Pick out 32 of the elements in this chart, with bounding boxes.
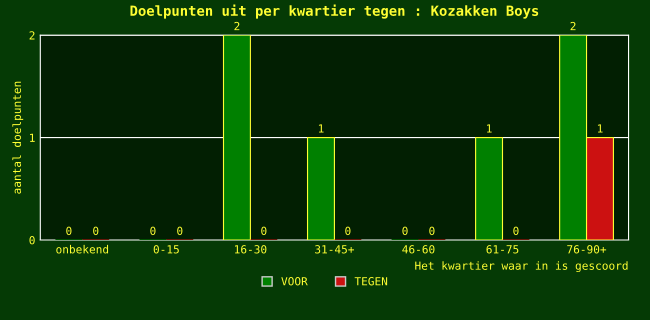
y-tick-label: 0 [29, 236, 35, 244]
x-tick-label: 76-90+ [567, 245, 606, 254]
x-tick-label: 61-75 [486, 245, 518, 254]
data-label: 1 [487, 124, 492, 133]
data-label: 0 [66, 226, 72, 236]
data-label: 1 [318, 124, 324, 133]
x-tick-label: 46-60 [402, 245, 434, 254]
y-tick-label: 1 [30, 134, 35, 142]
data-label: 1 [598, 124, 603, 133]
bar [475, 137, 504, 240]
x-tick-label: onbekend [56, 244, 108, 254]
x-axis-title: Het kwartier waar in is gescoord [415, 261, 628, 272]
data-label: 0 [261, 226, 266, 236]
y-axis-title: aantal doelpunten [12, 82, 24, 194]
y-tick-label: 2 [30, 31, 34, 40]
x-tick-label: 16-30 [235, 245, 266, 254]
data-label: 0 [345, 226, 350, 236]
data-label: 0 [93, 226, 98, 236]
bar [222, 35, 251, 240]
data-label: 2 [234, 22, 240, 30]
data-label: 0 [429, 226, 435, 236]
data-label: 0 [150, 226, 156, 236]
data-label: 2 [570, 22, 576, 30]
x-tick-label: 31-45+ [315, 245, 354, 254]
data-label: 0 [513, 226, 519, 236]
chart-title: Doelpunten uit per kwartier tegen : Kozakken Boys [130, 4, 538, 19]
legend-label: VOOR [281, 277, 308, 286]
bar [306, 137, 335, 240]
legend-label: TEGEN [354, 277, 388, 286]
data-label: 0 [177, 226, 182, 236]
x-tick-label: 0-15 [154, 245, 179, 254]
data-label: 0 [402, 226, 408, 236]
